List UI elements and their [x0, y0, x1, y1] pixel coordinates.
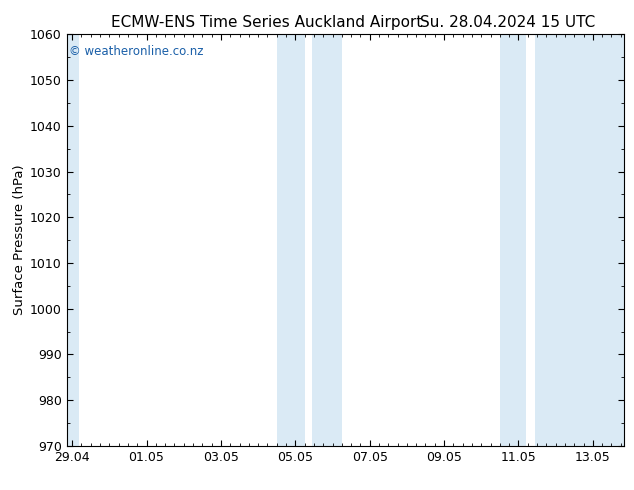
- Text: ECMW-ENS Time Series Auckland Airport: ECMW-ENS Time Series Auckland Airport: [110, 15, 422, 30]
- Text: Su. 28.04.2024 15 UTC: Su. 28.04.2024 15 UTC: [420, 15, 595, 30]
- Bar: [500, 34, 526, 446]
- Bar: [535, 34, 624, 446]
- Bar: [67, 34, 79, 446]
- Text: © weatheronline.co.nz: © weatheronline.co.nz: [69, 45, 204, 58]
- Y-axis label: Surface Pressure (hPa): Surface Pressure (hPa): [13, 165, 25, 316]
- Bar: [312, 34, 342, 446]
- Bar: [276, 34, 304, 446]
